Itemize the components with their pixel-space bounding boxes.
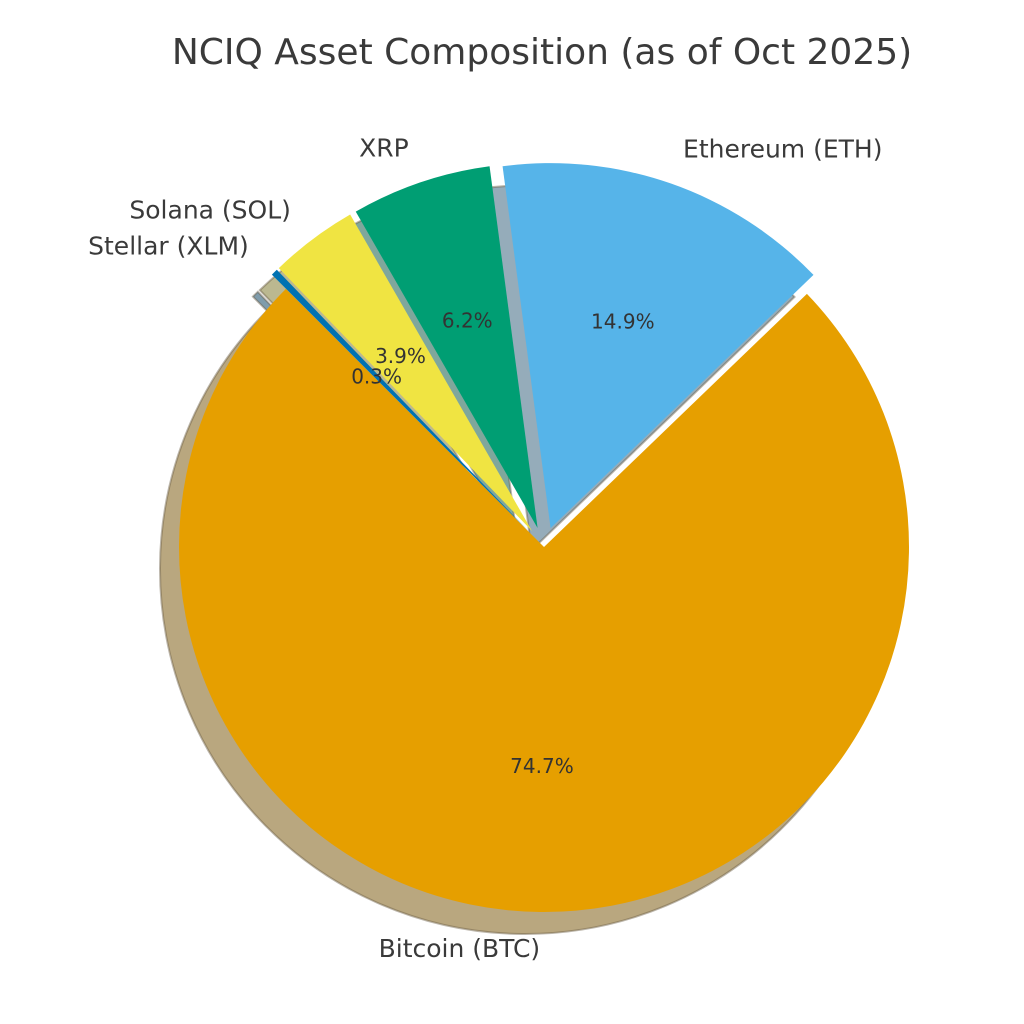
slice-percent-solana-sol: 3.9% [375, 344, 426, 368]
pie-slice-solana-sol [278, 214, 532, 532]
slice-label-xrp: XRP [359, 133, 409, 162]
slice-percent-stellar-xlm: 0.3% [351, 364, 402, 388]
pie-slice-layer [179, 163, 910, 913]
slice-percent-bitcoin-btc: 74.7% [510, 754, 574, 778]
pie-label-layer: Bitcoin (BTC) 74.7% Ethereum (ETH) 14.9% XRP… [88, 133, 882, 963]
slice-label-ethereum-eth: Ethereum (ETH) [683, 135, 882, 164]
slice-label-bitcoin-btc: Bitcoin (BTC) [379, 934, 541, 963]
slice-percent-xrp: 6.2% [442, 309, 493, 333]
pie-slice-xrp [355, 166, 538, 529]
chart-title: NCIQ Asset Composition (as of Oct 2025) [172, 32, 912, 73]
pie-slice-ethereum-eth [502, 163, 814, 529]
slice-label-solana-sol: Solana (SOL) [129, 195, 291, 224]
slice-percent-ethereum-eth: 14.9% [591, 309, 655, 333]
pie-slice-bitcoin-btc [179, 288, 910, 913]
pie-slice-stellar-xlm [271, 269, 530, 533]
slice-label-stellar-xlm: Stellar (XLM) [88, 232, 249, 261]
